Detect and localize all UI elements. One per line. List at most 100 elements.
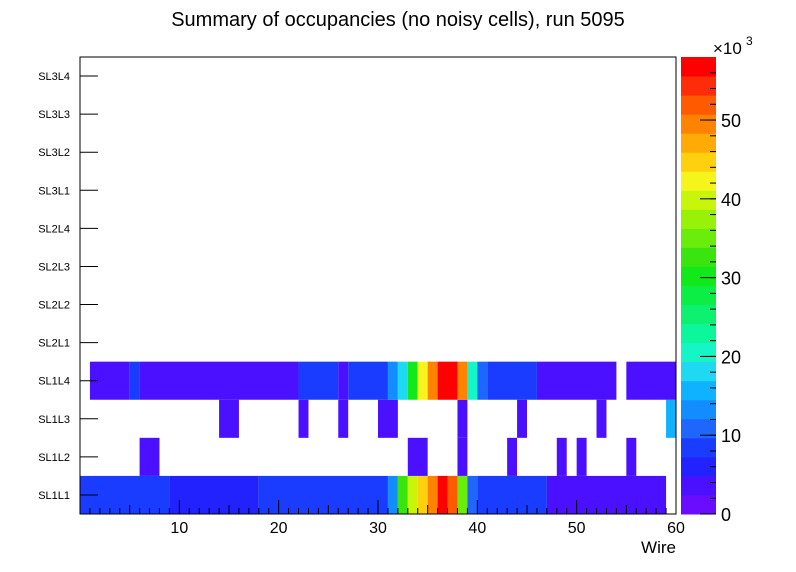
- y-tick-label: SL1L2: [38, 452, 70, 464]
- heatmap-cell-sl1l4: [417, 361, 428, 400]
- heatmap-cell-sl1l3: [298, 399, 309, 438]
- heatmap-cell-sl1l4: [536, 361, 617, 400]
- y-tick-label: SL2L3: [38, 261, 70, 273]
- y-tick-label: SL3L1: [38, 185, 70, 197]
- y-tick-label: SL3L2: [38, 147, 70, 159]
- y-tick-label: SL3L3: [38, 109, 70, 121]
- heatmap-cell-sl1l4: [129, 361, 140, 400]
- palette-swatch: [681, 190, 716, 210]
- palette-tick-label: 40: [721, 190, 741, 210]
- heatmap-cell-sl1l1: [467, 475, 478, 514]
- palette-swatch: [681, 399, 716, 420]
- heatmap-cell-sl1l1: [417, 475, 428, 514]
- x-tick-label: 20: [270, 520, 288, 537]
- heatmap-cell-sl1l1: [477, 475, 547, 514]
- palette-swatch: [681, 114, 716, 134]
- heatmap-cell-sl1l4: [427, 361, 438, 400]
- heatmap-cell-sl1l1: [407, 475, 418, 514]
- y-tick-label: SL2L4: [38, 223, 70, 235]
- y-tick-label: SL3L4: [38, 71, 70, 83]
- heatmap-cell-sl1l4: [139, 361, 299, 400]
- palette-swatch: [681, 266, 716, 286]
- palette-swatch: [681, 76, 716, 96]
- heatmap-cell-sl1l2: [626, 437, 637, 476]
- heatmap-cell-sl1l1: [387, 475, 398, 514]
- palette-swatch: [681, 95, 716, 115]
- palette-tick-label: 20: [721, 347, 741, 367]
- heatmap-cell-sl1l1: [397, 475, 408, 514]
- heatmap-cell-sl1l4: [348, 361, 388, 400]
- palette-tick-label: 30: [721, 269, 741, 289]
- palette-swatch: [681, 437, 716, 458]
- heatmap-cell-sl1l4: [467, 361, 478, 400]
- heatmap-cell-sl1l4: [477, 361, 488, 400]
- x-tick-label: 50: [568, 520, 586, 537]
- heatmap-cell-sl1l4: [397, 361, 408, 400]
- palette-swatch: [681, 418, 716, 439]
- palette-swatch: [681, 133, 716, 153]
- palette-swatch: [681, 494, 716, 515]
- palette-tick-label: 10: [721, 426, 741, 446]
- y-tick-label: SL1L4: [38, 376, 70, 388]
- heatmap-cell-sl1l1: [437, 475, 448, 514]
- heatmap-cell-sl1l3: [517, 399, 527, 438]
- palette-multiplier: ×10: [713, 39, 742, 58]
- heatmap-cell-sl1l3: [596, 399, 607, 438]
- color-palette: 0 10 20 30 40 50 ×10 3: [681, 34, 753, 525]
- heatmap-cell-sl1l1: [258, 475, 388, 514]
- x-axis-title: Wire: [641, 538, 676, 557]
- palette-swatch: [681, 304, 716, 325]
- heatmap-cell-sl1l2: [407, 437, 428, 476]
- chart-title: Summary of occupancies (no noisy cells),…: [171, 9, 625, 31]
- palette-swatch: [681, 342, 716, 363]
- heatmap-cell-sl1l1: [169, 475, 259, 514]
- heatmap-cell-sl1l1: [457, 475, 468, 514]
- x-tick-label: 10: [170, 520, 188, 537]
- heatmap-cell-sl1l2: [556, 437, 567, 476]
- axis-labels: SL1L1 SL1L2 SL1L3 SL1L4 SL2L1 SL2L2 SL2L3 SL2L4…: [38, 71, 685, 557]
- heatmap-cell-sl1l2: [139, 437, 160, 476]
- palette-swatch: [681, 475, 716, 496]
- heatmap-cell-sl1l4: [487, 361, 537, 400]
- palette-swatch: [681, 361, 716, 382]
- y-tick-label: SL2L2: [38, 300, 70, 312]
- heatmap-cells: [80, 361, 676, 514]
- heatmap-cell-sl1l4: [298, 361, 339, 400]
- heatmap-cell-sl1l3: [219, 399, 239, 438]
- palette-swatch: [681, 285, 716, 306]
- y-tick-label: SL1L1: [38, 490, 70, 502]
- heatmap-cell-sl1l2: [507, 437, 518, 476]
- palette-swatch: [681, 57, 716, 77]
- heatmap-cell-sl1l2: [457, 437, 468, 476]
- axis-ticks: [80, 75, 677, 514]
- palette-swatch: [681, 171, 716, 191]
- heatmap-cell-sl1l4: [457, 361, 468, 400]
- heatmap-cell-sl1l4: [407, 361, 418, 400]
- x-tick-label: 30: [369, 520, 387, 537]
- y-tick-label: SL2L1: [38, 338, 70, 350]
- heatmap-cell-sl1l1: [427, 475, 438, 514]
- palette-swatch: [681, 323, 716, 344]
- x-tick-label: 60: [667, 520, 685, 537]
- heatmap-cell-sl1l4: [437, 361, 458, 400]
- heatmap-cell-sl1l2: [576, 437, 587, 476]
- heatmap-cell-sl1l1: [447, 475, 458, 514]
- heatmap-cell-sl1l1: [546, 475, 667, 514]
- x-tick-label: 40: [468, 520, 486, 537]
- y-tick-label: SL1L3: [38, 414, 70, 426]
- palette-swatch: [681, 209, 716, 229]
- heatmap-cell-sl1l4: [626, 361, 676, 400]
- palette-swatch: [681, 228, 716, 248]
- palette-swatch: [681, 152, 716, 172]
- heatmap-cell-sl1l4: [387, 361, 398, 400]
- heatmap-cell-sl1l3: [457, 399, 468, 438]
- heatmap-cell-sl1l3: [378, 399, 398, 438]
- palette-swatch: [681, 456, 716, 477]
- heatmap-cell-sl1l4: [338, 361, 349, 400]
- palette-tick-label: 50: [721, 111, 741, 131]
- heatmap-cell-sl1l3: [338, 399, 349, 438]
- palette-tick-label: 0: [721, 505, 731, 525]
- heatmap-cell-sl1l3: [666, 399, 676, 438]
- palette-swatch: [681, 380, 716, 401]
